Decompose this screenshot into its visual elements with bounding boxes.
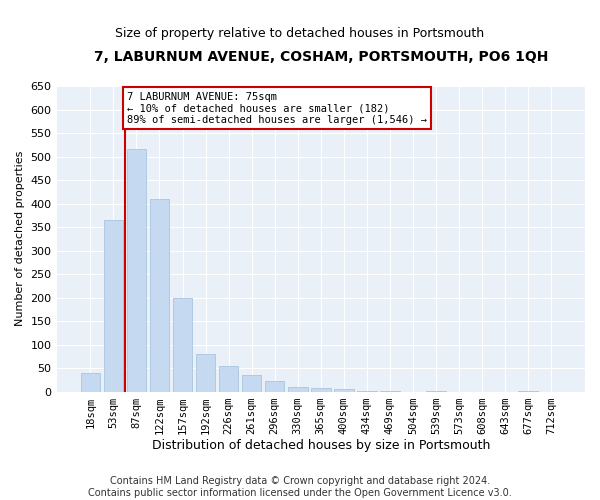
Bar	[242, 375, 262, 392]
Bar	[288, 387, 308, 392]
Text: Contains HM Land Registry data © Crown copyright and database right 2024.
Contai: Contains HM Land Registry data © Crown c…	[88, 476, 512, 498]
Y-axis label: Number of detached properties: Number of detached properties	[15, 151, 25, 326]
Bar	[265, 381, 284, 392]
Bar	[127, 150, 146, 392]
Bar	[334, 389, 353, 392]
Title: 7, LABURNUM AVENUE, COSHAM, PORTSMOUTH, PO6 1QH: 7, LABURNUM AVENUE, COSHAM, PORTSMOUTH, …	[94, 50, 548, 64]
Text: Size of property relative to detached houses in Portsmouth: Size of property relative to detached ho…	[115, 28, 485, 40]
Bar	[173, 298, 193, 392]
Bar	[311, 388, 331, 392]
Text: 7 LABURNUM AVENUE: 75sqm
← 10% of detached houses are smaller (182)
89% of semi-: 7 LABURNUM AVENUE: 75sqm ← 10% of detach…	[127, 92, 427, 125]
Bar	[80, 373, 100, 392]
Bar	[104, 220, 123, 392]
X-axis label: Distribution of detached houses by size in Portsmouth: Distribution of detached houses by size …	[152, 440, 490, 452]
Bar	[149, 199, 169, 392]
Bar	[196, 354, 215, 392]
Bar	[219, 366, 238, 392]
